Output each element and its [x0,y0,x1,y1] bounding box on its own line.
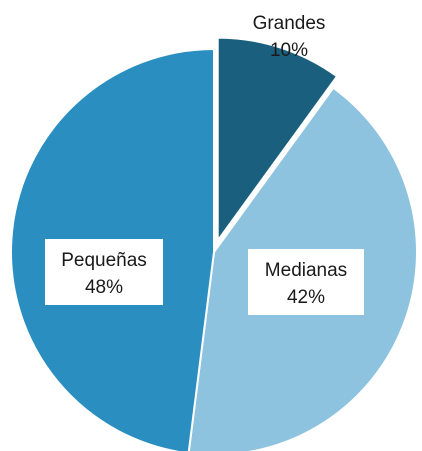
slice-label-0: Grandes 10% [253,13,326,61]
slice-name-label: Grandes [253,13,326,34]
slice-label-2: Pequeñas 48% [45,239,163,305]
pie-labels: Grandes 10% Medianas 42% Pequeñas 48% [45,13,364,315]
label-box [45,239,163,305]
slice-name-label: Medianas [265,260,347,281]
pie-slice-grandes [216,36,339,244]
slice-value-label: 42% [287,287,325,308]
slice-label-1: Medianas 42% [248,249,364,315]
slice-name-label: Pequeñas [61,250,147,271]
slice-value-label: 48% [85,277,123,298]
label-box [248,249,364,315]
slice-value-label: 10% [270,40,308,61]
